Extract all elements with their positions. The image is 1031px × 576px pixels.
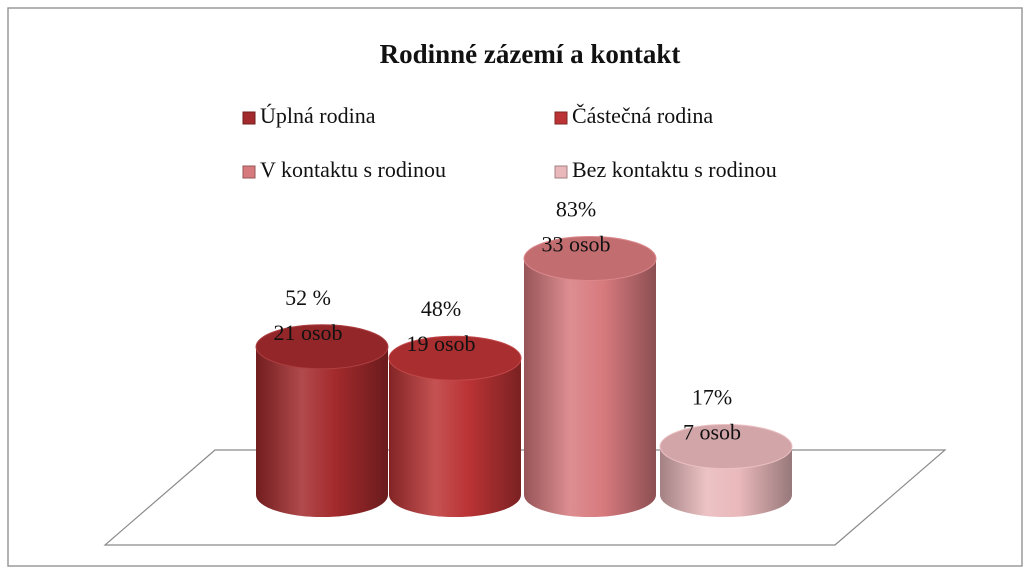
value-label: 52 % [285, 285, 331, 310]
legend-label: V kontaktu s rodinou [260, 157, 446, 182]
legend-swatch [242, 111, 256, 125]
cylinder-body [256, 346, 388, 517]
count-label: 7 osob [683, 420, 741, 445]
legend-swatch [554, 111, 568, 125]
cylinder-body [524, 258, 656, 517]
legend-swatch [242, 165, 256, 179]
cylinder-body [389, 358, 521, 517]
cylinder-top [255, 324, 389, 370]
count-label: 33 osob [541, 231, 610, 256]
cylinder-top [523, 235, 657, 281]
legend-label: Úplná rodina [260, 103, 376, 128]
cylinder-top [659, 424, 793, 470]
legend-label: Bez kontaktu s rodinou [572, 157, 777, 182]
cylinder-top [388, 335, 522, 381]
value-label: 83% [556, 196, 596, 221]
value-label: 17% [692, 385, 732, 410]
count-label: 21 osob [273, 320, 342, 345]
value-label: 48% [421, 296, 461, 321]
legend-label: Částečná rodina [572, 103, 713, 128]
chart-title: Rodinné zázemí a kontakt [380, 39, 681, 69]
count-label: 19 osob [406, 331, 475, 356]
legend-swatch [554, 165, 568, 179]
